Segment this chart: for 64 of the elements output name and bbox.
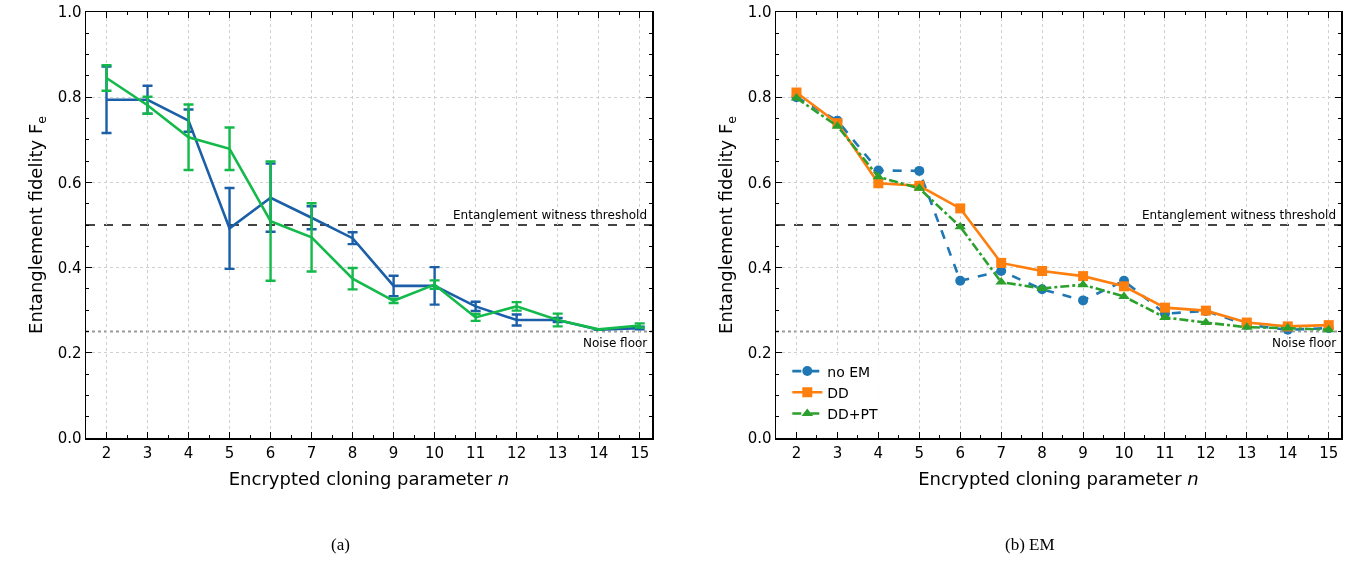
x-tick-label: 12	[507, 443, 527, 462]
x-tick-label: 10	[425, 443, 445, 462]
x-tick-label: 14	[589, 443, 609, 462]
x-tick-label: 11	[1155, 443, 1175, 462]
ref-line-label: Entanglement witness threshold	[453, 208, 648, 222]
x-axis-title: Encrypted cloning parameter n	[918, 468, 1199, 490]
text: (a)	[331, 535, 350, 554]
point	[914, 165, 925, 176]
point	[1118, 291, 1130, 300]
point	[1077, 279, 1089, 288]
x-tick-label: 10	[1114, 443, 1134, 462]
y-tick-label: 0.8	[57, 88, 82, 107]
ref-line-label: Noise floor	[583, 336, 648, 350]
x-tick-label: 3	[142, 443, 153, 462]
x-tick-label: 6	[265, 443, 276, 462]
x-tick-label: 4	[873, 443, 884, 462]
x-tick-label: 9	[388, 443, 399, 462]
x-tick-label: 15	[1319, 443, 1339, 462]
y-tick-label: 0.0	[747, 429, 772, 448]
legend-label: no EM	[827, 363, 871, 380]
x-tick-label: 8	[347, 443, 358, 462]
x-tick-label: 13	[548, 443, 568, 462]
point	[1078, 271, 1089, 282]
point	[955, 275, 966, 286]
point	[1037, 266, 1048, 277]
point	[1200, 317, 1212, 326]
point	[1078, 295, 1089, 306]
x-tick-label: 8	[1037, 443, 1047, 462]
y-tick-label: 0.2	[747, 344, 772, 363]
x-tick-label: 15	[630, 443, 650, 462]
y-tick-label: 0.6	[57, 173, 82, 192]
x-tick-label: 14	[1278, 443, 1298, 462]
y-tick-label: 0.0	[57, 429, 82, 448]
x-tick-label: 2	[791, 443, 802, 462]
ref-line-label: Entanglement witness threshold	[1142, 208, 1337, 222]
x-tick-label: 11	[466, 443, 486, 462]
x-tick-label: 5	[224, 443, 235, 462]
y-tick-label: 0.2	[57, 344, 82, 363]
x-tick-label: 7	[996, 443, 1006, 462]
y-tick-label: 0.4	[57, 258, 82, 277]
point	[1159, 302, 1170, 313]
x-tick-label: 6	[955, 443, 966, 462]
x-tick-label: 13	[1237, 443, 1257, 462]
point	[1119, 281, 1130, 292]
y-tick-label: 1.0	[747, 3, 772, 22]
y-tick-label: 0.4	[747, 258, 772, 277]
y-tick-label: 0.6	[747, 173, 772, 192]
x-tick-label: 12	[1196, 443, 1216, 462]
x-tick-label: 3	[832, 443, 843, 462]
text: (b) EM	[1005, 535, 1055, 554]
legend-label: DD+PT	[827, 405, 879, 422]
ref-line-label: Noise floor	[1272, 336, 1337, 350]
legend-label: DD	[827, 384, 849, 401]
x-tick-label: 5	[914, 443, 925, 462]
x-tick-label: 9	[1078, 443, 1088, 462]
y-tick-label: 1.0	[57, 3, 82, 22]
x-tick-label: 2	[101, 443, 112, 462]
point	[873, 178, 884, 189]
point	[955, 203, 966, 214]
x-axis-title: Encrypted cloning parameter n	[228, 468, 510, 490]
x-tick-label: 7	[306, 443, 317, 462]
point	[996, 257, 1007, 268]
x-tick-label: 4	[183, 443, 194, 462]
y-tick-label: 0.8	[747, 88, 772, 107]
